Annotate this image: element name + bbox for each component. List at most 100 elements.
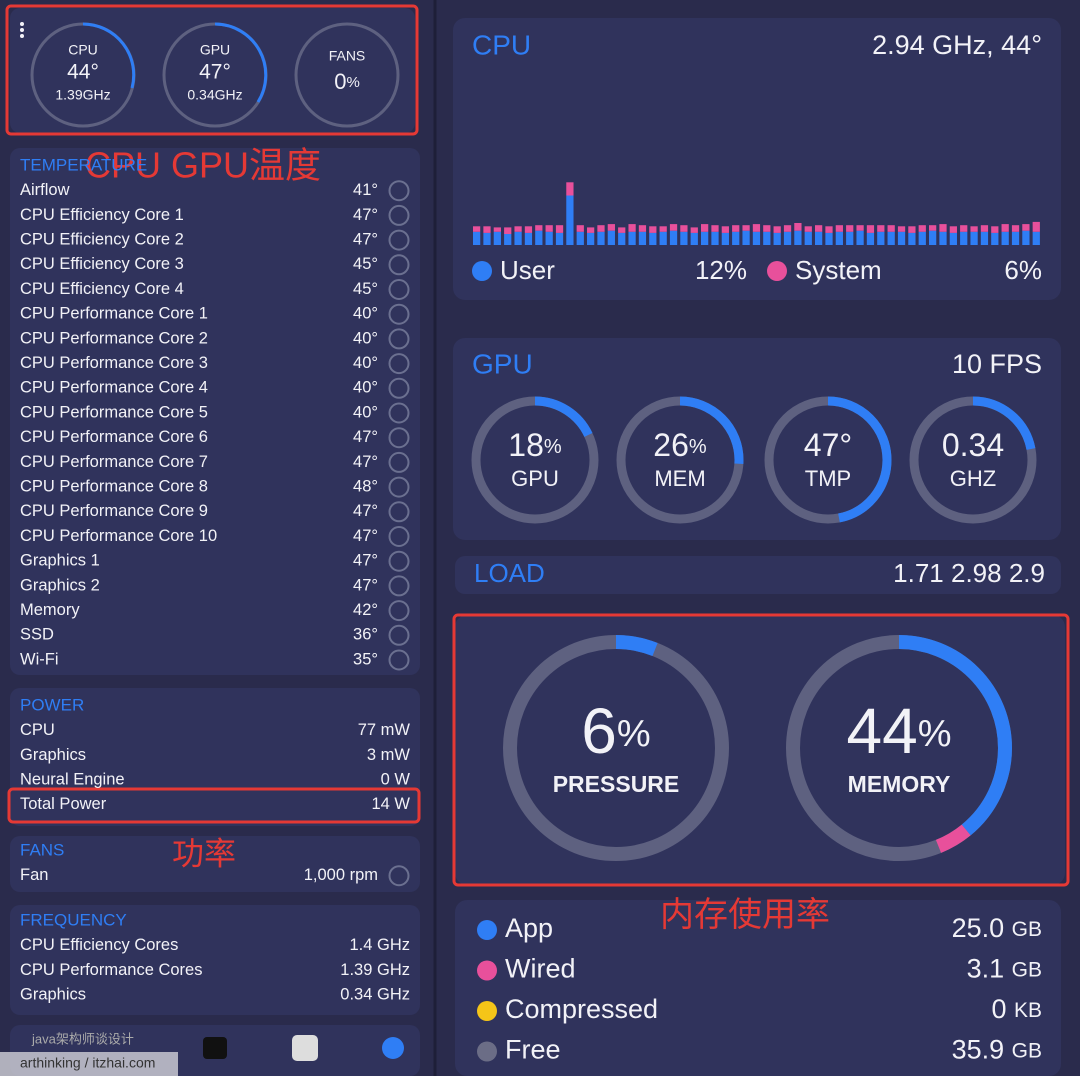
row-name: CPU Efficiency Core 1 <box>20 206 184 224</box>
unit: % <box>617 713 651 755</box>
status-ring <box>388 476 410 498</box>
user-bar <box>680 231 688 245</box>
system-bar <box>804 226 812 232</box>
watermark-bg <box>0 1052 178 1076</box>
system-bar <box>587 227 595 233</box>
user-bar <box>939 231 947 245</box>
system-bar <box>970 226 978 232</box>
menu-dots[interactable] <box>20 22 24 38</box>
gauge-arc <box>471 396 599 524</box>
row-name: CPU <box>20 721 55 739</box>
system-bar <box>887 225 895 232</box>
value: 35.9 <box>952 1035 1005 1065</box>
user-bar <box>887 231 895 245</box>
gauge-value: 0.34 <box>942 427 1004 463</box>
system-bar <box>783 225 792 232</box>
row-value: 40° <box>353 354 378 372</box>
row-value: 40° <box>353 379 378 397</box>
top-gauge-arcs <box>30 22 400 128</box>
status-ring <box>388 377 410 399</box>
system-bar <box>638 225 647 232</box>
row-name: Neural Engine <box>20 770 125 788</box>
row-value: 45° <box>353 255 378 273</box>
system-bar <box>473 226 481 232</box>
status-ring <box>388 550 410 572</box>
user-bar <box>960 231 968 245</box>
system-bar <box>732 225 740 232</box>
system-bar <box>763 225 771 232</box>
row-name: CPU Efficiency Cores <box>20 936 178 954</box>
row-value: 40° <box>353 305 378 323</box>
user-bar <box>483 232 491 245</box>
value: 6 <box>581 695 617 767</box>
status-ring <box>388 303 410 325</box>
legend-value: 6% <box>1004 255 1042 285</box>
user-bar <box>566 195 574 245</box>
system-bar <box>659 226 667 232</box>
gauge-sub: 1.39GHz <box>55 87 110 103</box>
system-bar <box>1032 221 1040 232</box>
unit: % <box>346 74 359 91</box>
gauge-label: MEM <box>654 466 705 491</box>
gauge-label: FANS <box>329 48 366 64</box>
user-bar <box>669 230 678 245</box>
row-value: 48° <box>353 477 378 495</box>
user-bar <box>576 231 584 245</box>
user-bar <box>970 231 978 245</box>
system-bar <box>721 226 729 233</box>
dock-icons[interactable] <box>203 1035 404 1061</box>
row-value: 47° <box>353 453 378 471</box>
value: 0 <box>334 69 346 94</box>
system-bar <box>960 225 968 232</box>
legend-name: User <box>500 255 555 285</box>
legend-name: Compressed <box>505 994 658 1024</box>
row-value: 47° <box>353 552 378 570</box>
user-bar <box>587 232 595 245</box>
system-bar <box>493 227 501 232</box>
watermark: java架构师谈设计 <box>31 1031 134 1046</box>
system-bar <box>991 226 999 233</box>
legend-dot <box>767 261 787 281</box>
system-bar <box>929 225 937 231</box>
system-bar <box>597 225 605 232</box>
user-bar <box>555 232 564 245</box>
system-bar <box>980 225 989 232</box>
system-bar <box>939 224 947 232</box>
row-value: 0.34 GHz <box>340 985 410 1003</box>
user-bar <box>856 230 864 245</box>
unit: ° <box>839 427 852 463</box>
system-bar <box>877 225 885 232</box>
status-ring <box>388 180 410 202</box>
gauge-value: 18% <box>508 427 562 463</box>
system-bar <box>701 224 709 232</box>
row-name: SSD <box>20 626 54 644</box>
system-bar <box>504 227 512 234</box>
status-ring <box>388 649 410 671</box>
load-value: 2.9 <box>1009 558 1045 588</box>
user-bar <box>638 231 647 245</box>
system-bar <box>856 225 864 231</box>
legend-dot <box>477 960 497 981</box>
value: 0 <box>991 994 1006 1024</box>
row-value: 36° <box>353 626 378 644</box>
user-bar <box>493 231 501 245</box>
system-bar <box>794 223 802 231</box>
system-bar <box>866 225 875 233</box>
system-bar <box>566 182 574 196</box>
legend-value: 25.0 GB <box>952 913 1042 943</box>
gauge-value: 47° <box>199 61 231 84</box>
row-name: CPU Performance Core 1 <box>20 305 208 323</box>
legend-dot <box>472 261 492 281</box>
gauge-arc <box>786 635 1012 861</box>
system-bar <box>1011 225 1020 232</box>
user-bar <box>815 231 823 245</box>
user-bar <box>763 231 771 245</box>
row-value: 45° <box>353 280 378 298</box>
section-title: POWER <box>20 695 84 714</box>
row-value: 42° <box>353 601 378 619</box>
row-name: CPU Performance Core 8 <box>20 477 208 495</box>
unit: % <box>544 436 562 458</box>
row-value: 3 mW <box>367 746 411 764</box>
annotation: 内存使用率 <box>660 896 830 934</box>
panel-title: CPU <box>472 29 531 60</box>
